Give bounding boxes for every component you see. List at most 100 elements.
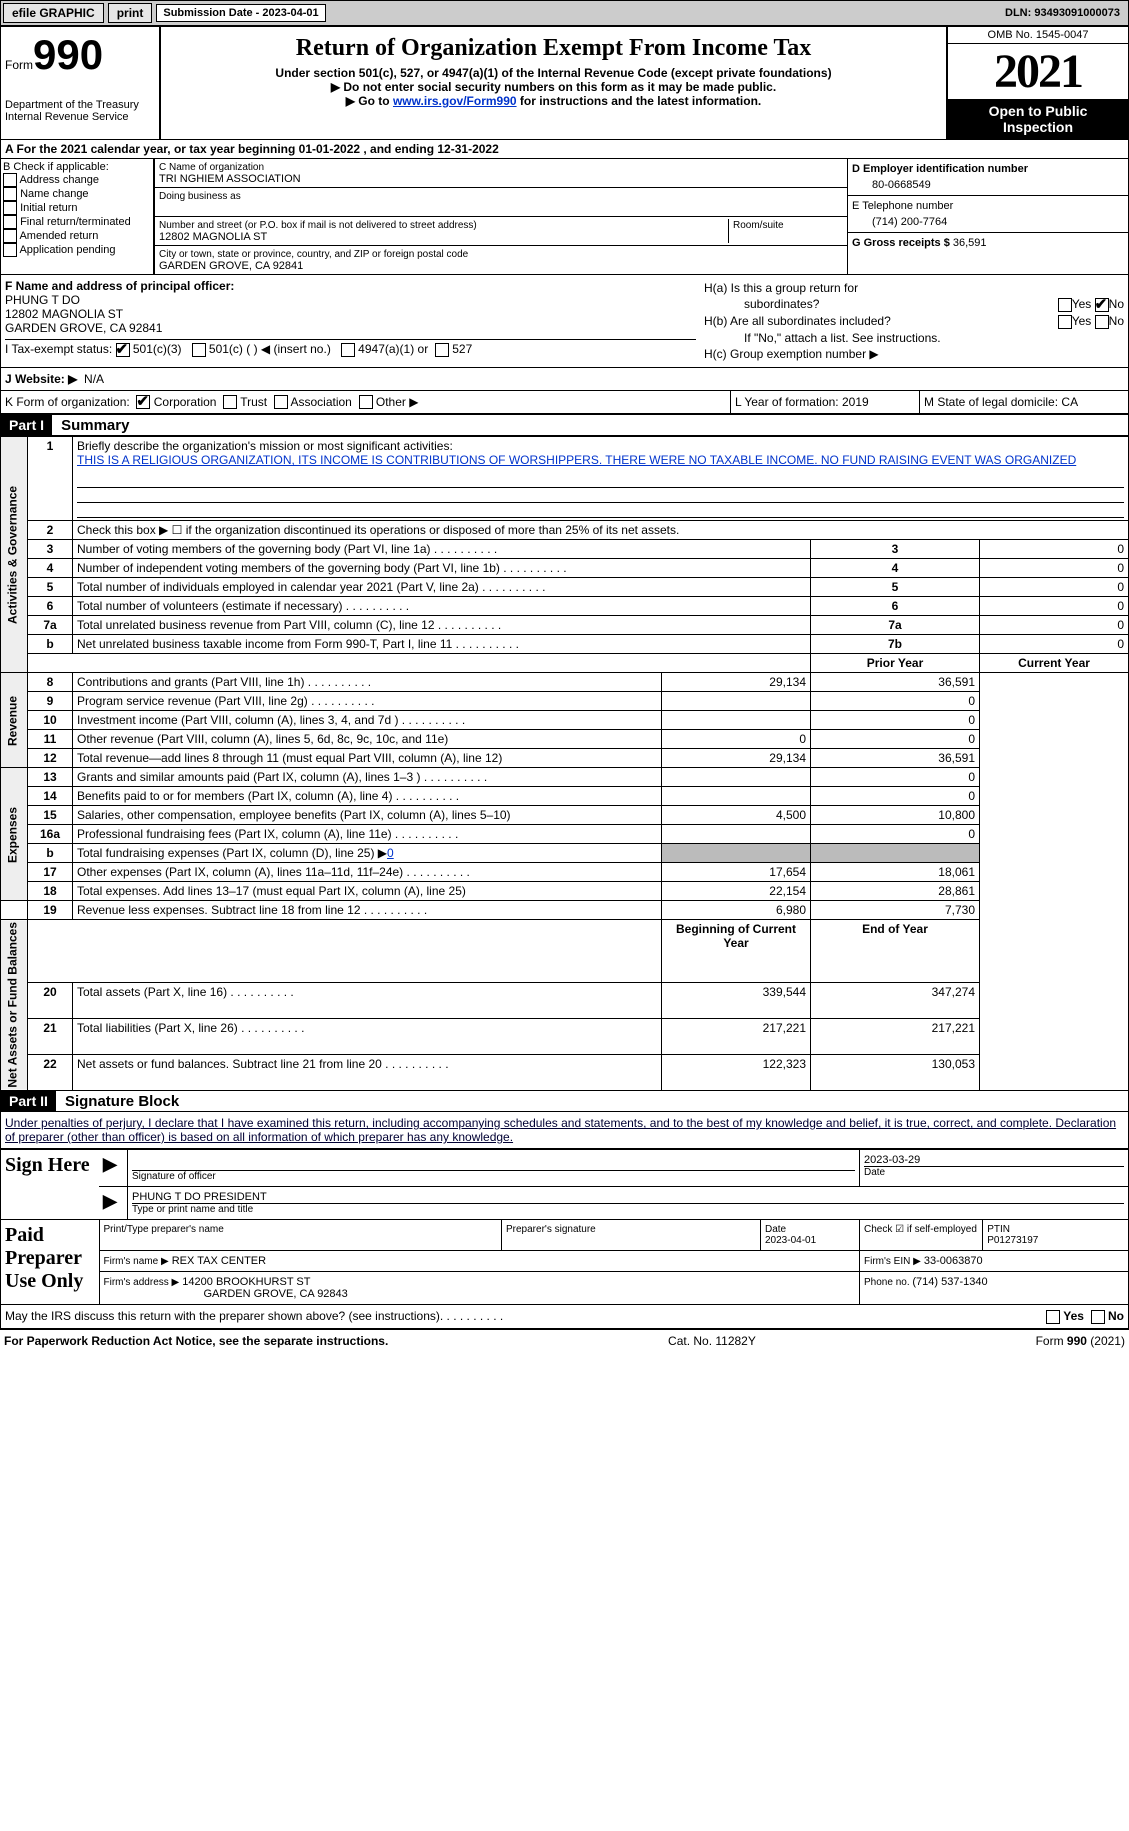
chk-address-change[interactable]: Address change (3, 173, 151, 187)
yes2: Yes (1072, 314, 1092, 328)
phone-value: (714) 200-7764 (852, 212, 1124, 228)
ha2-label: subordinates? (744, 297, 819, 311)
chk-501c3[interactable] (116, 343, 130, 357)
v3: 0 (980, 540, 1129, 559)
pp-sig-lbl: Preparer's signature (506, 1224, 596, 1235)
hb2-label: If "No," attach a list. See instructions… (744, 331, 941, 345)
l20: Total assets (Part X, line 16) (77, 985, 227, 999)
opt-initial: Initial return (20, 202, 77, 214)
no2: No (1109, 314, 1124, 328)
declaration-text: Under penalties of perjury, I declare th… (0, 1112, 1129, 1149)
l13: Grants and similar amounts paid (Part IX… (77, 770, 420, 784)
v17p: 17,654 (662, 863, 811, 882)
sig-date-label: Date (864, 1166, 1124, 1178)
ein-label: D Employer identification number (852, 163, 1028, 175)
note2a: ▶ Go to (346, 94, 393, 108)
chk-trust[interactable] (223, 395, 237, 409)
year-formation: 2019 (842, 395, 869, 409)
ha-no[interactable] (1095, 298, 1109, 312)
city-label: City or town, state or province, country… (159, 249, 468, 260)
v9p (662, 692, 811, 711)
l9: Program service revenue (Part VIII, line… (77, 694, 308, 708)
f-label: F Name and address of principal officer: (5, 279, 234, 293)
l11: Other revenue (Part VIII, column (A), li… (77, 732, 448, 746)
v9c: 0 (811, 692, 980, 711)
row-k-l-m: K Form of organization: Corporation Trus… (1, 391, 1128, 415)
k-o3: Association (290, 395, 351, 409)
v18p: 22,154 (662, 882, 811, 901)
v14c: 0 (811, 787, 980, 806)
curr-year-hdr: Current Year (980, 654, 1129, 673)
ha-yes[interactable] (1058, 298, 1072, 312)
chk-527[interactable] (435, 343, 449, 357)
paid-prep-label: Paid Preparer Use Only (5, 1224, 83, 1292)
l15: Salaries, other compensation, employee b… (77, 808, 511, 822)
discuss-label: May the IRS discuss this return with the… (5, 1309, 440, 1324)
line-i: I Tax-exempt status: 501(c)(3) 501(c) ( … (5, 339, 696, 357)
l5: Total number of individuals employed in … (77, 580, 479, 594)
decl-link[interactable]: Under penalties of perjury, I declare th… (5, 1116, 1116, 1144)
chk-other[interactable] (359, 395, 373, 409)
l14: Benefits paid to or for members (Part IX… (77, 789, 392, 803)
ptin-val: P01273197 (987, 1235, 1038, 1246)
v18c: 28,861 (811, 882, 980, 901)
state-domicile: CA (1061, 395, 1078, 409)
discuss-no[interactable] (1091, 1310, 1105, 1324)
sign-here-label: Sign Here (5, 1154, 90, 1176)
beg-year-hdr: Beginning of Current Year (662, 920, 811, 983)
v20b: 339,544 (662, 983, 811, 1019)
room-label: Room/suite (733, 220, 784, 231)
chk-501c[interactable] (192, 343, 206, 357)
chk-final[interactable]: Final return/terminated (3, 215, 151, 229)
v8c: 36,591 (811, 673, 980, 692)
v15c: 10,800 (811, 806, 980, 825)
l7a: Total unrelated business revenue from Pa… (77, 618, 435, 632)
form-subtitle: Under section 501(c), 527, or 4947(a)(1)… (165, 66, 942, 80)
hdr-right: OMB No. 1545-0047 2021 Open to Public In… (948, 27, 1128, 139)
mission-text[interactable]: THIS IS A RELIGIOUS ORGANIZATION, ITS IN… (77, 453, 1076, 467)
chk-corp[interactable] (136, 395, 150, 409)
v16b[interactable]: 0 (387, 846, 394, 860)
form-number: 990 (33, 31, 103, 78)
dba-label: Doing business as (159, 191, 241, 202)
opt-address: Address change (19, 174, 99, 186)
k-o1: Corporation (154, 395, 217, 409)
pp-date: 2023-04-01 (765, 1235, 816, 1246)
d-block: D Employer identification number 80-0668… (848, 159, 1128, 196)
chk-4947[interactable] (341, 343, 355, 357)
hb-no[interactable] (1095, 315, 1109, 329)
chk-pending[interactable]: Application pending (3, 243, 151, 257)
prior-year-hdr: Prior Year (811, 654, 980, 673)
gross-label: G Gross receipts $ (852, 237, 950, 249)
tax-year: 2021 (948, 44, 1128, 99)
org-city: GARDEN GROVE, CA 92841 (159, 260, 303, 272)
chk-assoc[interactable] (274, 395, 288, 409)
no1: No (1109, 297, 1124, 311)
v13c: 0 (811, 768, 980, 787)
hc-label: H(c) Group exemption number ▶ (704, 347, 879, 361)
top-bar: efile GRAPHIC print Submission Date - 20… (0, 0, 1129, 26)
chk-name-change[interactable]: Name change (3, 187, 151, 201)
officer-typed: PHUNG T DO PRESIDENT (132, 1191, 1124, 1203)
v21b: 217,221 (662, 1019, 811, 1055)
irs-link[interactable]: www.irs.gov/Form990 (393, 94, 517, 108)
part1-header: Part I Summary (0, 415, 1129, 436)
sig-date-val: 2023-03-29 (864, 1154, 1124, 1166)
chk-amended[interactable]: Amended return (3, 229, 151, 243)
v5: 0 (980, 578, 1129, 597)
l16a: Professional fundraising fees (Part IX, … (77, 827, 392, 841)
firm-phone-lbl: Phone no. (864, 1277, 912, 1288)
org-address: 12802 MAGNOLIA ST (159, 231, 267, 243)
part2-header: Part II Signature Block (0, 1091, 1129, 1112)
chk-initial[interactable]: Initial return (3, 201, 151, 215)
ein-value: 80-0668549 (852, 175, 1124, 191)
side-revenue: Revenue (1, 673, 28, 768)
opt-amended: Amended return (19, 230, 98, 242)
print-button[interactable]: print (108, 3, 153, 23)
hb-yes[interactable] (1058, 315, 1072, 329)
efile-label: efile GRAPHIC (3, 3, 104, 23)
part2-title: Signature Block (59, 1093, 179, 1110)
arrow-icon: ▶ (103, 1154, 117, 1174)
discuss-yes[interactable] (1046, 1310, 1060, 1324)
v14p (662, 787, 811, 806)
